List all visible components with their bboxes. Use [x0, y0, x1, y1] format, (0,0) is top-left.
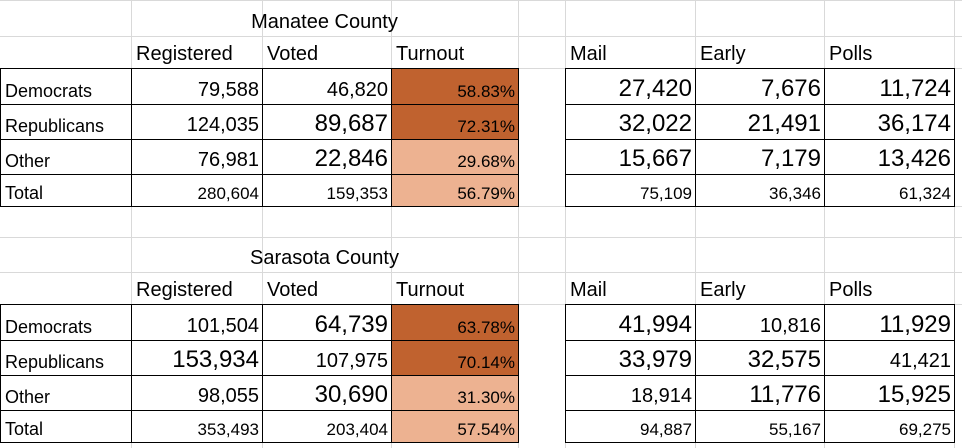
header-early: Early: [700, 43, 746, 65]
cell-turnout: 70.14%: [391, 340, 518, 375]
header-mail: Mail: [570, 279, 607, 301]
row-label: Democrats: [5, 81, 93, 101]
cell-voted: 159,353: [326, 184, 388, 203]
row-label: Total: [5, 183, 44, 203]
cell-polls: 36,174: [877, 110, 951, 137]
gridline: [0, 206, 962, 207]
cell-registered: 79,588: [197, 79, 259, 101]
cell-early: 11,776: [749, 381, 821, 408]
cell-registered: 76,981: [197, 149, 259, 171]
cell-early: 10,816: [759, 315, 821, 337]
cell-registered: 98,055: [197, 385, 259, 407]
cell-turnout: 29.68%: [391, 139, 518, 174]
gridline: [0, 237, 962, 238]
cell-registered: 124,035: [186, 114, 259, 136]
header-registered: Registered: [136, 43, 233, 65]
cell-mail: 33,979: [618, 346, 692, 373]
gridline: [695, 0, 696, 448]
cell-turnout: 63.78%: [391, 304, 518, 340]
row-label: Other: [5, 151, 51, 171]
cell-registered: 101,504: [186, 315, 259, 337]
header-voted: Voted: [267, 43, 319, 65]
gridline: [262, 0, 263, 448]
gridline: [0, 0, 962, 1]
cell-registered: 280,604: [197, 184, 259, 203]
cell-mail: 41,994: [618, 311, 692, 338]
cell-voted: 30,690: [314, 381, 388, 408]
row-label: Republicans: [5, 352, 105, 372]
gridline: [824, 0, 825, 448]
cell-polls: 13,426: [877, 145, 951, 172]
header-registered: Registered: [136, 279, 233, 301]
cell-voted: 22,846: [314, 145, 388, 172]
county-title: Sarasota County: [250, 247, 399, 269]
gridline: [518, 0, 519, 448]
cell-polls: 11,724: [879, 75, 951, 102]
gridline: [565, 0, 566, 448]
cell-turnout: 31.30%: [391, 375, 518, 410]
header-polls: Polls: [829, 279, 873, 301]
row-label: Republicans: [5, 116, 105, 136]
cell-polls: 41,421: [889, 350, 951, 372]
row-label: Total: [5, 419, 44, 439]
cell-early: 7,676: [760, 75, 821, 102]
gridline: [0, 272, 962, 273]
cell-mail: 18,914: [630, 385, 692, 407]
header-mail: Mail: [570, 43, 607, 65]
cell-early: 55,167: [769, 420, 821, 439]
cell-turnout: 57.54%: [391, 410, 518, 442]
cell-registered: 353,493: [197, 420, 259, 439]
cell-voted: 64,739: [314, 311, 388, 338]
cell-mail: 15,667: [618, 145, 692, 172]
gridline: [131, 0, 132, 448]
cell-mail: 27,420: [618, 75, 692, 102]
header-turnout: Turnout: [396, 279, 465, 301]
gridline: [954, 0, 955, 448]
row-label: Democrats: [5, 317, 93, 337]
cell-mail: 32,022: [618, 110, 692, 137]
header-polls: Polls: [829, 43, 873, 65]
cell-turnout: 58.83%: [391, 68, 518, 104]
cell-mail: 75,109: [640, 184, 692, 203]
cell-registered: 153,934: [172, 346, 259, 373]
header-turnout: Turnout: [396, 43, 465, 65]
cell-voted: 89,687: [314, 110, 388, 137]
cell-voted: 203,404: [326, 420, 388, 439]
cell-mail: 94,887: [640, 420, 692, 439]
cell-turnout: 72.31%: [391, 104, 518, 139]
cell-polls: 61,324: [899, 184, 951, 203]
cell-early: 36,346: [769, 184, 821, 203]
cell-voted: 46,820: [326, 79, 388, 101]
cell-early: 32,575: [747, 346, 821, 373]
cell-voted: 107,975: [315, 350, 388, 372]
header-early: Early: [700, 279, 746, 301]
cell-early: 21,491: [747, 110, 821, 137]
cell-turnout: 56.79%: [391, 174, 518, 206]
cell-polls: 15,925: [877, 381, 951, 408]
county-title: Manatee County: [251, 11, 398, 33]
gridline: [391, 0, 392, 448]
cell-polls: 11,929: [879, 311, 951, 338]
cell-early: 7,179: [760, 145, 821, 172]
row-label: Other: [5, 387, 51, 407]
gridline: [0, 36, 962, 37]
cell-polls: 69,275: [899, 420, 951, 439]
header-voted: Voted: [267, 279, 319, 301]
